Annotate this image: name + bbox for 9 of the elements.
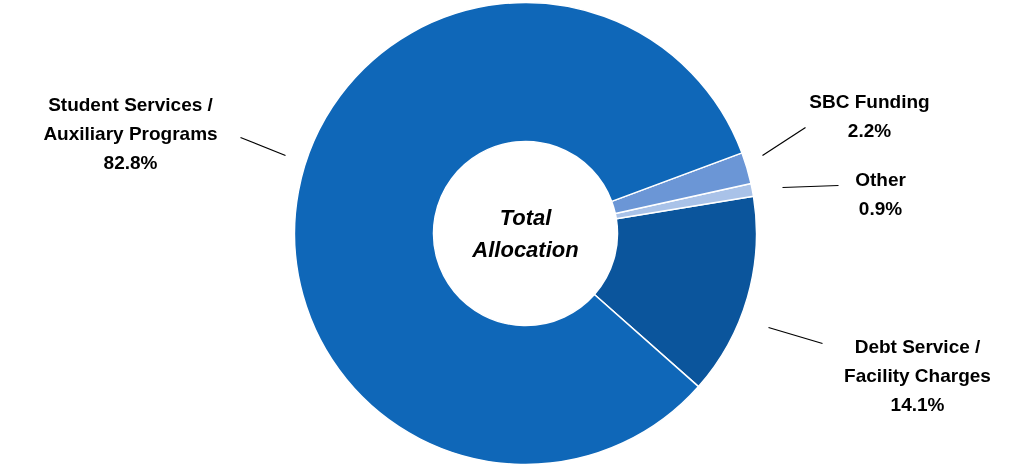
slice-label: Debt Service / Facility Charges [844, 336, 991, 386]
data-label: 14.1% [890, 394, 945, 415]
data-label: 82.8% [103, 152, 158, 173]
data-label: 2.2% [847, 119, 892, 141]
text: Total Allocation [471, 205, 579, 262]
slice-label: SBC Funding [809, 90, 930, 112]
slice-label: Student Services / Auxiliary Programs [43, 94, 218, 144]
data-label: 0.9% [858, 197, 903, 219]
slice-label: Other [855, 168, 907, 190]
